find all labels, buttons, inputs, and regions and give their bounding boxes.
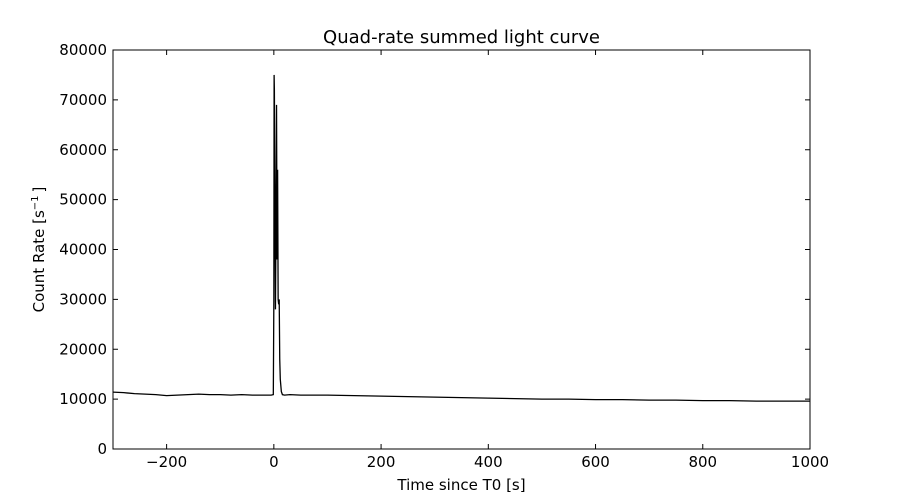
x-tick-label-4: 600 bbox=[581, 453, 610, 471]
ticks-layer: −200 0 200 400 600 800 10000100002000030000400… bbox=[59, 41, 829, 471]
plot-layer bbox=[112, 74, 810, 402]
x-tick-label-2: 200 bbox=[367, 453, 396, 471]
y-axis-title: Count Rate [s−1] bbox=[30, 187, 48, 313]
x-tick-label-0: −200 bbox=[146, 453, 187, 471]
y-tick-label-2: 20000 bbox=[59, 340, 107, 358]
x-tick-label-3: 400 bbox=[474, 453, 503, 471]
y-axis-title-end: ] bbox=[30, 187, 48, 193]
y-tick-label-0: 0 bbox=[97, 440, 107, 458]
x-tick-label-6: 1000 bbox=[791, 453, 829, 471]
x-tick-label-1: 0 bbox=[269, 453, 279, 471]
y-axis-title-exponent: −1 bbox=[30, 195, 41, 210]
y-tick-label-1: 10000 bbox=[59, 390, 107, 408]
y-tick-label-3: 30000 bbox=[59, 290, 107, 308]
y-axis-title-main: Count Rate [s bbox=[30, 210, 48, 312]
x-tick-label-5: 800 bbox=[688, 453, 717, 471]
x-axis-title: Time since T0 [s] bbox=[396, 476, 525, 494]
y-tick-label-4: 40000 bbox=[59, 241, 107, 259]
chart-title: Quad-rate summed light curve bbox=[323, 27, 600, 48]
y-tick-label-8: 80000 bbox=[59, 41, 107, 59]
y-tick-label-7: 70000 bbox=[59, 91, 107, 109]
y-tick-label-5: 50000 bbox=[59, 191, 107, 209]
series-line-0 bbox=[112, 74, 810, 402]
y-tick-label-6: 60000 bbox=[59, 141, 107, 159]
